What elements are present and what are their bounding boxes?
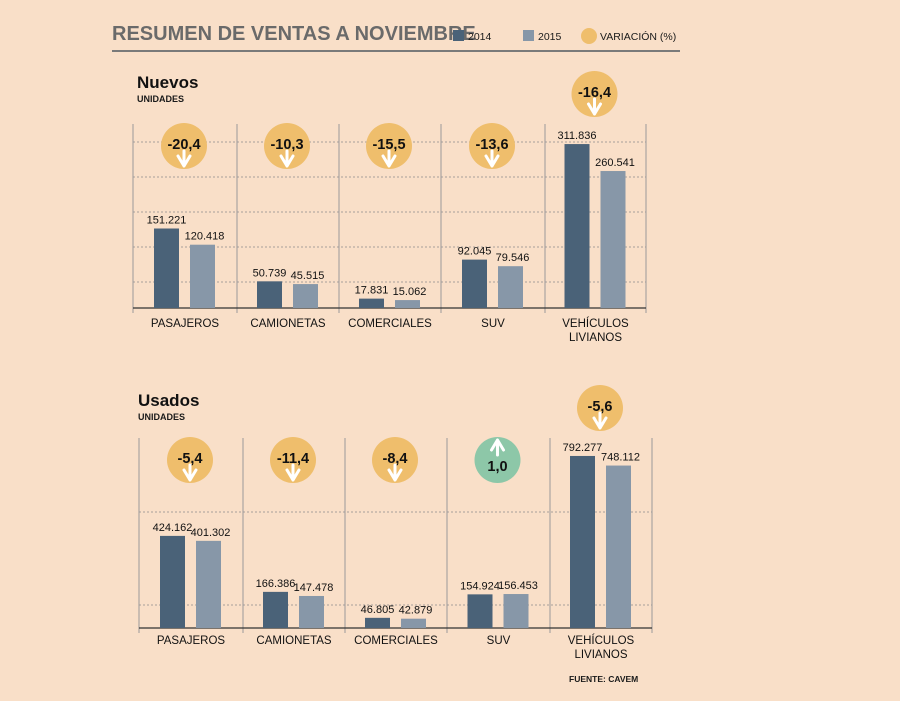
data-label-2015: 120.418 <box>185 231 225 243</box>
category-label: COMERCIALES <box>354 635 438 647</box>
arrow-down-icon <box>381 149 397 168</box>
arrow-down-icon <box>484 149 500 168</box>
bar-2015 <box>600 171 626 308</box>
category-label: CAMIONETAS <box>256 635 332 647</box>
legend-label-2014: 2014 <box>468 31 492 43</box>
category-label: SUV <box>481 318 505 330</box>
variation-circle <box>264 123 310 169</box>
arrow-up-icon <box>490 438 505 457</box>
arrow-down-icon <box>182 463 198 482</box>
category-label: PASAJEROS <box>157 635 225 647</box>
bar-2015 <box>503 594 529 628</box>
variation-label: -11,4 <box>277 451 309 467</box>
data-label-2015: 147.478 <box>294 582 334 594</box>
bar-2015 <box>395 300 420 308</box>
category-label: PASAJEROS <box>151 318 219 330</box>
data-label-2015: 260.541 <box>595 157 635 169</box>
variation-circle <box>270 437 316 483</box>
category-label: COMERCIALES <box>348 318 432 330</box>
data-label-2015: 45.515 <box>291 270 325 282</box>
data-label-2014: 50.739 <box>253 267 287 279</box>
data-label-2015: 156.453 <box>498 580 538 592</box>
chart-nuevos: 151.221 120.418 PASAJEROS -20,4 50.739 45.515… <box>132 71 647 344</box>
bar-2014 <box>467 594 493 628</box>
variation-label: 1,0 <box>487 459 507 475</box>
bar-2014 <box>257 281 282 308</box>
data-label-2014: 154.924 <box>460 580 500 592</box>
bar-2015 <box>196 540 221 628</box>
variation-label: -5,4 <box>178 451 203 467</box>
section-title-nuevos: Nuevos <box>137 73 198 92</box>
category-label: SUV <box>487 635 511 647</box>
category-label: VEHÍCULOS LIVIANOS <box>568 634 635 661</box>
data-label-2014: 424.162 <box>153 522 193 534</box>
bar-2014 <box>365 617 390 628</box>
section-units-usados: UNIDADES <box>138 412 185 422</box>
variation-circle <box>577 385 623 431</box>
variation-label: -16,4 <box>578 85 611 101</box>
variation-circle <box>366 123 412 169</box>
section-units-nuevos: UNIDADES <box>137 94 184 104</box>
data-label-2014: 92.045 <box>458 246 492 258</box>
bar-2014 <box>570 455 595 628</box>
arrow-down-icon <box>285 463 301 482</box>
data-label-2014: 166.386 <box>256 578 296 590</box>
bar-2014 <box>154 228 179 308</box>
variation-label: -20,4 <box>167 137 200 153</box>
variation-label: -15,5 <box>372 137 405 153</box>
arrow-down-icon <box>387 463 403 482</box>
data-label-2014: 311.836 <box>558 130 597 142</box>
data-label-2014: 151.221 <box>147 215 187 227</box>
variation-circle <box>161 123 207 169</box>
bar-2015 <box>606 465 631 628</box>
arrow-down-icon <box>279 149 295 168</box>
variation-label: -8,4 <box>383 451 408 467</box>
bar-2014 <box>564 144 590 308</box>
arrow-down-icon <box>592 411 608 430</box>
data-label-2015: 748.112 <box>601 452 640 464</box>
bar-2015 <box>293 284 318 308</box>
bar-2014 <box>160 535 185 628</box>
data-label-2015: 401.302 <box>191 527 231 539</box>
source-note: FUENTE: CAVEM <box>569 674 638 684</box>
arrow-down-icon <box>587 97 602 116</box>
legend-label-2015: 2015 <box>538 31 562 43</box>
variation-label: -10,3 <box>270 137 303 153</box>
legend-swatch-2014 <box>453 30 464 41</box>
infographic-title: RESUMEN DE VENTAS A NOVIEMBRE <box>112 23 476 45</box>
category-label: CAMIONETAS <box>250 318 326 330</box>
data-label-2014: 17.831 <box>355 285 389 297</box>
variation-circle <box>167 437 213 483</box>
bar-2014 <box>359 298 384 308</box>
bar-2015 <box>401 618 426 628</box>
variation-label: -13,6 <box>475 137 508 153</box>
legend-label-variation: VARIACIÓN (%) <box>600 30 676 43</box>
bar-2015 <box>190 244 215 308</box>
variation-circle <box>469 123 515 169</box>
data-label-2014: 46.805 <box>361 604 395 616</box>
legend: 2014 2015 VARIACIÓN (%) <box>453 28 676 44</box>
variation-circle <box>474 437 521 483</box>
category-label: VEHÍCULOS LIVIANOS <box>562 317 629 344</box>
legend-variation-circle <box>581 28 597 44</box>
bar-2015 <box>498 266 523 308</box>
data-label-2014: 792.277 <box>563 442 603 454</box>
data-label-2015: 42.879 <box>399 605 433 617</box>
variation-label: -5,6 <box>588 399 613 415</box>
bar-2014 <box>263 591 288 628</box>
variation-circle <box>372 437 418 483</box>
legend-swatch-2015 <box>523 30 534 41</box>
bar-2015 <box>299 595 324 628</box>
data-label-2015: 15.062 <box>393 286 427 298</box>
variation-circle <box>571 71 618 117</box>
arrow-down-icon <box>176 149 192 168</box>
data-label-2015: 79.546 <box>496 252 530 264</box>
bar-2014 <box>462 259 487 308</box>
section-title-usados: Usados <box>138 391 199 410</box>
